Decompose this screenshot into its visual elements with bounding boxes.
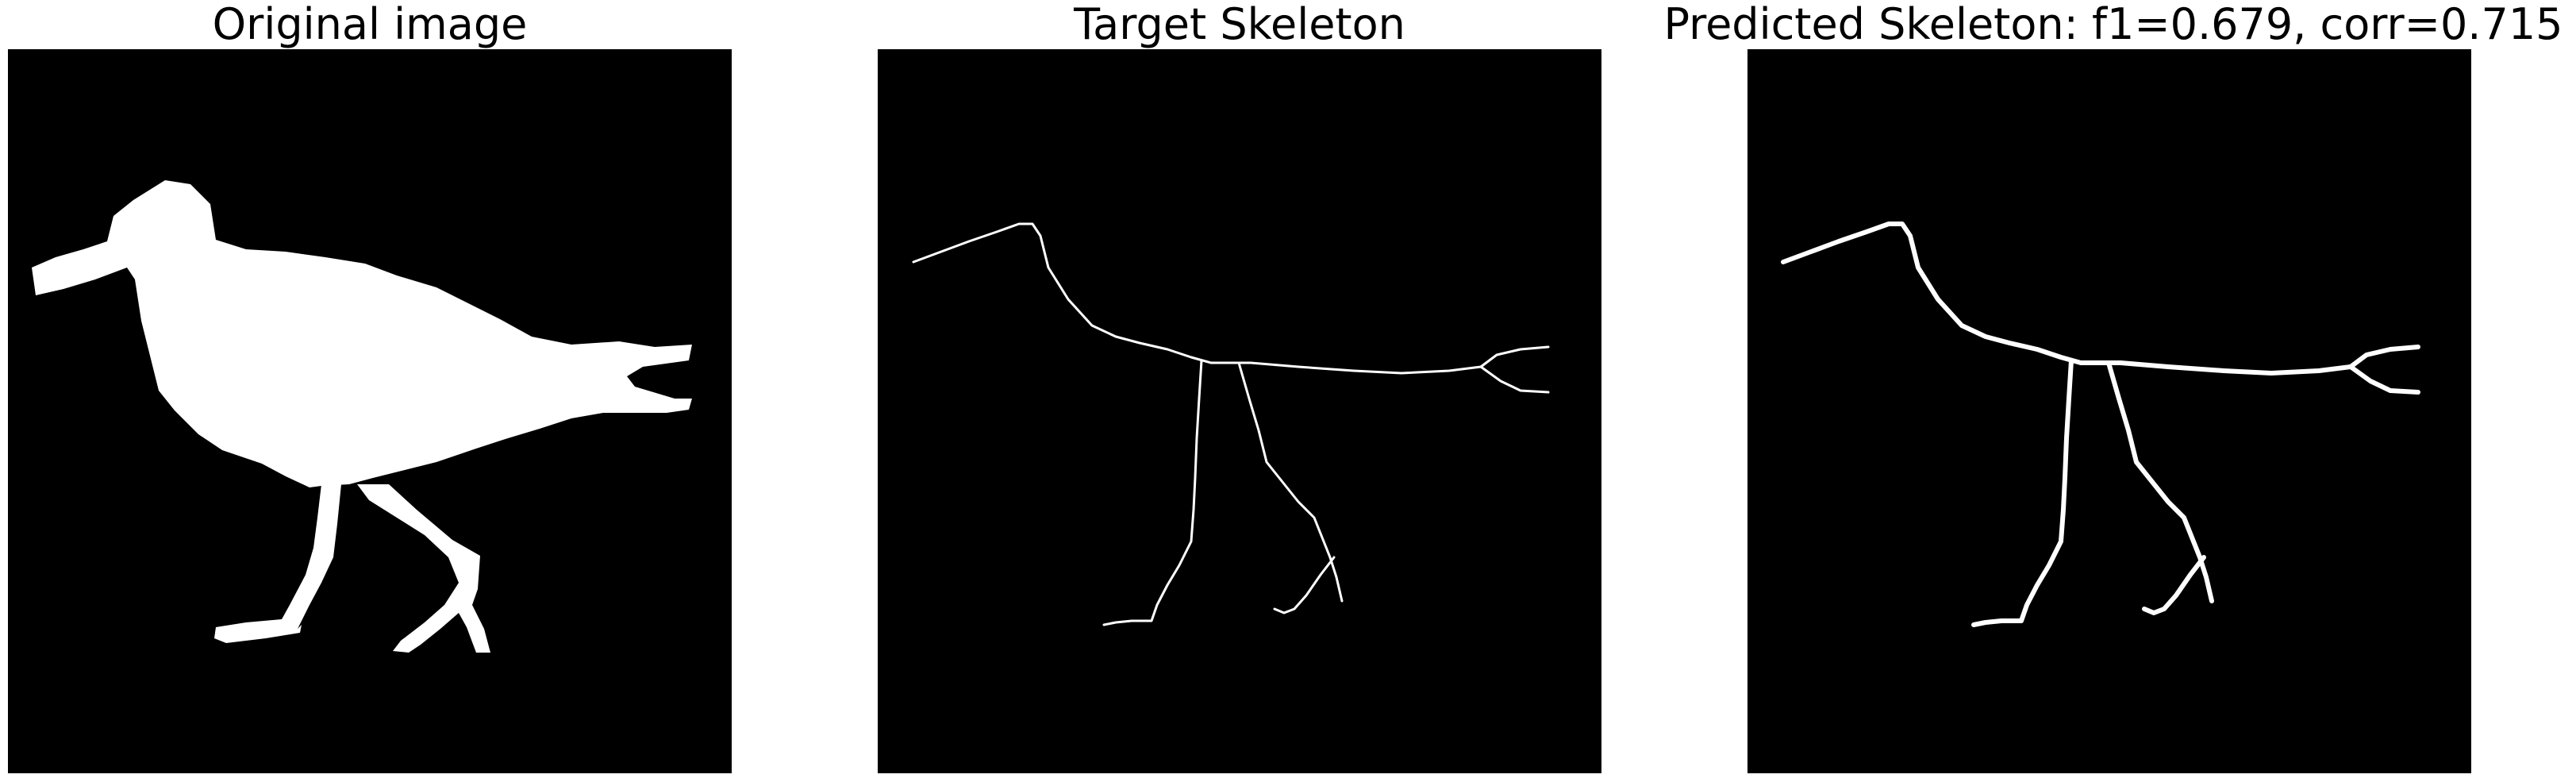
original-image-panel [8,49,732,773]
target-skeleton [912,222,1550,626]
panel-title-predicted: Predicted Skeleton: f1=0.679, corr=0.715 [1663,0,2563,49]
bird-silhouette [32,180,692,653]
panel-title-target: Target Skeleton [1074,0,1405,49]
predicted-skeleton-panel [1747,49,2471,773]
predicted-skeleton [1781,222,2420,627]
panel-title-original: Original image [212,0,528,49]
target-skeleton-panel [878,49,1601,773]
